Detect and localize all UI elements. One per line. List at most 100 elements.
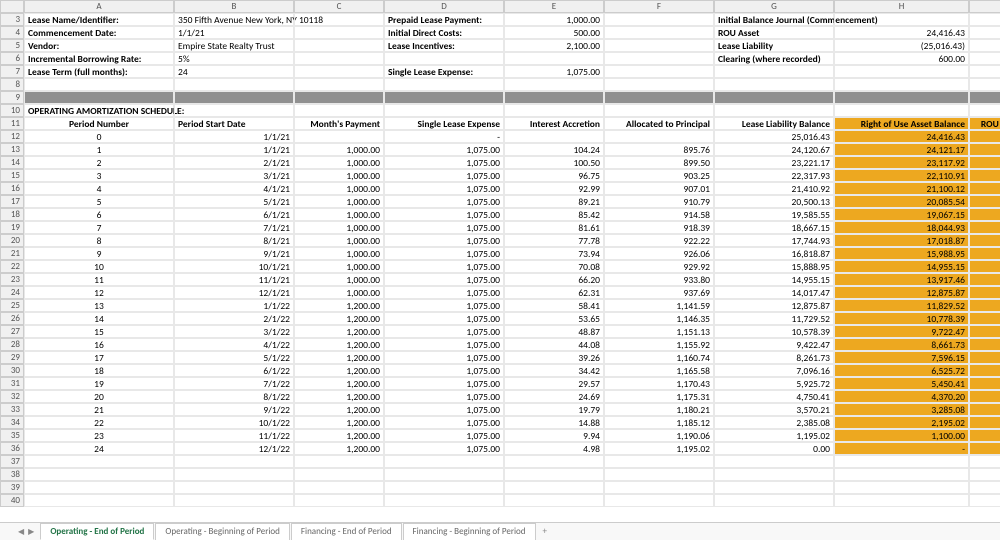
cell-C29[interactable]: 1,200.00 (294, 351, 384, 364)
cell-I30[interactable]: 1,040.58 (969, 364, 1000, 377)
cell-E18[interactable]: 85.42 (504, 208, 604, 221)
row-header-22[interactable]: 22 (0, 260, 24, 273)
cell-F33[interactable]: 1,180.21 (604, 403, 714, 416)
cell-D16[interactable]: 1,075.00 (384, 182, 504, 195)
cell-E4[interactable]: 500.00 (504, 26, 604, 39)
cell-I25[interactable]: 1,016.59 (969, 299, 1000, 312)
cell-A17[interactable]: 5 (24, 195, 174, 208)
cell-D3[interactable]: Prepaid Lease Payment: (384, 13, 504, 26)
cell-D4[interactable]: Initial Direct Costs: (384, 26, 504, 39)
cell-A12[interactable]: 0 (24, 130, 174, 143)
cell-I39[interactable] (969, 481, 1000, 494)
cell-C4[interactable] (294, 26, 384, 39)
cell-F35[interactable]: 1,190.06 (604, 429, 714, 442)
cell-G38[interactable] (714, 468, 834, 481)
cell-B34[interactable]: 10/1/22 (174, 416, 294, 429)
cell-B5[interactable]: Empire State Realty Trust (174, 39, 294, 52)
cell-B33[interactable]: 9/1/22 (174, 403, 294, 416)
cell-G20[interactable]: 17,744.93 (714, 234, 834, 247)
row-header-23[interactable]: 23 (0, 273, 24, 286)
cell-C27[interactable]: 1,200.00 (294, 325, 384, 338)
cell-I33[interactable]: 1,055.21 (969, 403, 1000, 416)
cell-H12[interactable]: 24,416.43 (834, 130, 969, 143)
cell-B35[interactable]: 11/1/22 (174, 429, 294, 442)
cell-F6[interactable] (604, 52, 714, 65)
col-header-D[interactable]: D (384, 0, 504, 13)
cell-I18[interactable]: 989.58 (969, 208, 1000, 221)
cell-E5[interactable]: 2,100.00 (504, 39, 604, 52)
cell-D37[interactable] (384, 455, 504, 468)
cell-H31[interactable]: 5,450.41 (834, 377, 969, 390)
cell-H32[interactable]: 4,370.20 (834, 390, 969, 403)
cell-C5[interactable] (294, 39, 384, 52)
cell-I16[interactable]: 982.01 (969, 182, 1000, 195)
cell-F29[interactable]: 1,160.74 (604, 351, 714, 364)
cell-C20[interactable]: 1,000.00 (294, 234, 384, 247)
cell-A31[interactable]: 19 (24, 377, 174, 390)
cell-G8[interactable] (714, 78, 834, 91)
cell-B15[interactable]: 3/1/21 (174, 169, 294, 182)
cell-E35[interactable]: 9.94 (504, 429, 604, 442)
col-header-G[interactable]: G (714, 0, 834, 13)
cell-A13[interactable]: 1 (24, 143, 174, 156)
sheet-tab-2[interactable]: Financing - End of Period (291, 523, 402, 540)
add-sheet-button[interactable]: + (537, 526, 553, 537)
cell-B20[interactable]: 8/1/21 (174, 234, 294, 247)
cell-G15[interactable]: 22,317.93 (714, 169, 834, 182)
cell-D13[interactable]: 1,075.00 (384, 143, 504, 156)
cell-C13[interactable]: 1,000.00 (294, 143, 384, 156)
tab-nav-first-icon[interactable]: ◀ (18, 527, 24, 537)
cell-C9[interactable] (294, 91, 384, 104)
cell-I21[interactable]: 1,001.06 (969, 247, 1000, 260)
tab-nav-last-icon[interactable]: ▶ (28, 527, 34, 537)
cell-C11[interactable]: Month's Payment (294, 117, 384, 130)
cell-H15[interactable]: 22,110.91 (834, 169, 969, 182)
cell-H17[interactable]: 20,085.54 (834, 195, 969, 208)
cell-I15[interactable]: 978.25 (969, 169, 1000, 182)
cell-D36[interactable]: 1,075.00 (384, 442, 504, 455)
cell-C14[interactable]: 1,000.00 (294, 156, 384, 169)
cell-G21[interactable]: 16,818.87 (714, 247, 834, 260)
cell-G35[interactable]: 1,195.02 (714, 429, 834, 442)
row-header-19[interactable]: 19 (0, 221, 24, 234)
cell-G39[interactable] (714, 481, 834, 494)
cell-I23[interactable]: 1,008.80 (969, 273, 1000, 286)
cell-A35[interactable]: 23 (24, 429, 174, 442)
cell-C15[interactable]: 1,000.00 (294, 169, 384, 182)
cell-E20[interactable]: 77.78 (504, 234, 604, 247)
cell-G23[interactable]: 14,955.15 (714, 273, 834, 286)
cell-H23[interactable]: 13,917.46 (834, 273, 969, 286)
cell-A32[interactable]: 20 (24, 390, 174, 403)
cell-D17[interactable]: 1,075.00 (384, 195, 504, 208)
cell-A28[interactable]: 16 (24, 338, 174, 351)
cell-C31[interactable]: 1,200.00 (294, 377, 384, 390)
cell-A29[interactable]: 17 (24, 351, 174, 364)
cell-H21[interactable]: 15,988.95 (834, 247, 969, 260)
cell-E13[interactable]: 104.24 (504, 143, 604, 156)
cell-A37[interactable] (24, 455, 174, 468)
cell-A23[interactable]: 11 (24, 273, 174, 286)
cell-C21[interactable]: 1,000.00 (294, 247, 384, 260)
cell-C23[interactable]: 1,000.00 (294, 273, 384, 286)
cell-B27[interactable]: 3/1/22 (174, 325, 294, 338)
cell-G26[interactable]: 11,729.52 (714, 312, 834, 325)
cell-D28[interactable]: 1,075.00 (384, 338, 504, 351)
row-header-17[interactable]: 17 (0, 195, 24, 208)
cell-H18[interactable]: 19,067.15 (834, 208, 969, 221)
cell-F18[interactable]: 914.58 (604, 208, 714, 221)
row-header-4[interactable]: 4 (0, 26, 24, 39)
row-header-12[interactable]: 12 (0, 130, 24, 143)
row-header-10[interactable]: 10 (0, 104, 24, 117)
cell-F34[interactable]: 1,185.12 (604, 416, 714, 429)
cell-D24[interactable]: 1,075.00 (384, 286, 504, 299)
cell-A16[interactable]: 4 (24, 182, 174, 195)
sheet-tab-0[interactable]: Operating - End of Period (40, 523, 154, 540)
cell-I40[interactable] (969, 494, 1000, 507)
cell-A25[interactable]: 13 (24, 299, 174, 312)
cell-D7[interactable]: Single Lease Expense: (384, 65, 504, 78)
cell-G34[interactable]: 2,385.08 (714, 416, 834, 429)
cell-D18[interactable]: 1,075.00 (384, 208, 504, 221)
cell-C18[interactable]: 1,000.00 (294, 208, 384, 221)
cell-H3[interactable] (834, 13, 969, 26)
cell-I32[interactable]: 1,050.31 (969, 390, 1000, 403)
